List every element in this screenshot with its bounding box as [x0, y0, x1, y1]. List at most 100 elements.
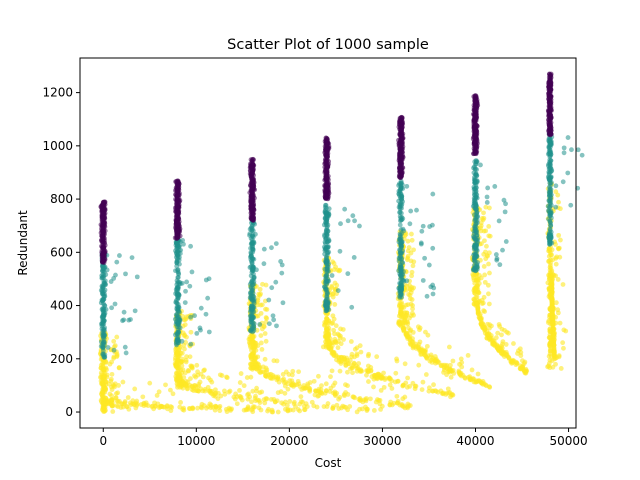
data-point: [114, 259, 120, 265]
data-point: [547, 209, 553, 215]
data-point: [400, 320, 406, 326]
data-point: [324, 179, 330, 185]
data-point: [400, 199, 405, 204]
data-point: [251, 350, 257, 355]
data-point: [177, 279, 183, 285]
data-point: [103, 359, 109, 365]
data-point: [556, 199, 561, 205]
data-point: [493, 335, 499, 341]
data-point: [399, 312, 405, 317]
data-point: [193, 388, 199, 394]
data-point: [263, 338, 269, 344]
data-point: [397, 210, 402, 215]
data-point: [420, 223, 426, 229]
data-point: [330, 351, 336, 356]
data-point: [415, 324, 421, 330]
data-point: [548, 189, 553, 195]
data-point: [499, 332, 504, 338]
data-point: [132, 308, 138, 314]
data-point: [509, 359, 515, 364]
data-point: [560, 340, 566, 346]
data-point: [147, 380, 153, 386]
data-point: [100, 381, 106, 387]
data-point: [110, 409, 116, 414]
data-point: [492, 184, 498, 189]
data-point: [473, 133, 479, 139]
data-point: [419, 387, 425, 392]
data-point: [323, 305, 329, 311]
data-point: [309, 399, 315, 405]
data-point: [213, 390, 218, 396]
data-point: [175, 253, 181, 258]
data-point: [311, 403, 317, 409]
data-point: [482, 325, 487, 331]
data-point: [548, 295, 553, 301]
data-point: [181, 375, 187, 380]
data-point: [373, 399, 379, 405]
data-point: [425, 332, 431, 338]
data-point: [473, 171, 479, 177]
data-point: [101, 405, 107, 411]
data-point: [380, 375, 385, 381]
data-point: [337, 368, 343, 374]
data-point: [473, 301, 479, 307]
data-point: [232, 396, 238, 402]
data-point: [102, 257, 108, 262]
data-point: [366, 351, 372, 357]
data-point: [101, 321, 107, 327]
data-point: [250, 246, 256, 252]
data-point: [409, 297, 415, 302]
data-point: [481, 264, 487, 269]
data-point: [371, 384, 376, 390]
data-point: [506, 330, 511, 336]
data-point: [262, 370, 267, 375]
data-point: [100, 211, 106, 216]
data-point: [548, 273, 554, 278]
data-point: [548, 252, 554, 258]
data-point: [408, 250, 414, 256]
data-point: [427, 224, 433, 229]
data-point: [482, 272, 488, 278]
data-point: [175, 275, 181, 280]
data-point: [431, 382, 436, 388]
data-point: [197, 325, 203, 331]
data-point: [287, 399, 293, 404]
data-point: [336, 359, 342, 364]
data-point: [245, 396, 251, 402]
data-point: [399, 126, 404, 132]
data-point: [238, 371, 244, 376]
data-point: [396, 174, 402, 180]
data-point: [279, 270, 285, 276]
data-point: [474, 192, 480, 198]
data-point: [371, 408, 377, 413]
data-point: [206, 375, 211, 381]
data-point: [430, 282, 436, 288]
data-point: [449, 392, 455, 397]
data-point: [261, 261, 267, 267]
data-point: [358, 367, 364, 373]
data-point: [334, 402, 340, 408]
data-point: [183, 359, 189, 365]
data-point: [404, 330, 410, 336]
data-point: [182, 317, 188, 323]
data-point: [324, 269, 330, 275]
data-point: [400, 382, 406, 388]
data-point: [465, 353, 471, 358]
data-point: [402, 405, 408, 411]
data-point: [473, 378, 479, 384]
data-point: [473, 161, 479, 167]
data-point: [258, 291, 263, 297]
data-point: [182, 300, 188, 305]
data-point: [101, 269, 107, 275]
data-point: [393, 370, 399, 376]
data-point: [175, 306, 181, 312]
data-point: [207, 401, 213, 407]
data-point: [365, 369, 371, 375]
data-point: [248, 335, 254, 341]
data-point: [323, 381, 329, 387]
data-point: [546, 286, 552, 292]
data-point: [342, 206, 348, 212]
data-point: [462, 375, 468, 381]
data-point: [474, 288, 480, 294]
